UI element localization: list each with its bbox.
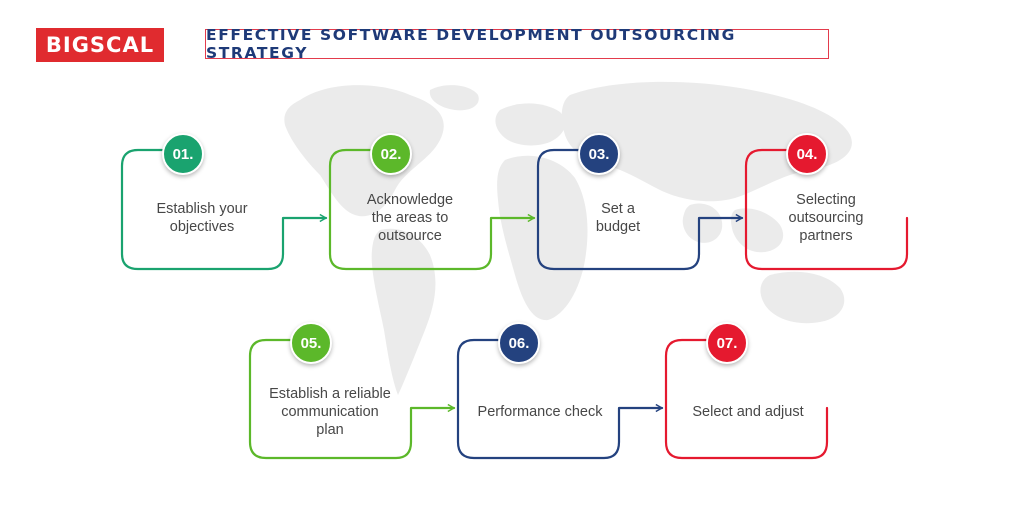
step-1-label-text: Establish your objectives: [156, 201, 248, 235]
step-2-label-text: Acknowledge the areas to outsource: [366, 192, 454, 244]
step-7-number: 07.: [716, 334, 738, 352]
step-2-label: Acknowledge the areas to outsource: [340, 191, 480, 245]
step-6-label-text: Performance check: [477, 404, 603, 420]
step-7-badge: 07.: [706, 322, 748, 364]
step-2-number: 02.: [380, 145, 402, 163]
step-2-badge: 02.: [370, 133, 412, 175]
step-4-label: Selecting outsourcing partners: [756, 191, 896, 245]
step-3-shape: [536, 148, 744, 271]
step-6-badge: 06.: [498, 322, 540, 364]
step-7-shape: [664, 338, 829, 460]
step-3-label: Set a budget: [548, 200, 688, 236]
step-6-shape: [456, 338, 664, 460]
step-4-number: 04.: [796, 145, 818, 163]
step-5-badge: 05.: [290, 322, 332, 364]
step-3-number: 03.: [588, 145, 610, 163]
bigscal-logo: BIGSCAL: [36, 28, 164, 62]
step-1-shape: [120, 148, 328, 271]
page-title: EFFECTIVE SOFTWARE DEVELOPMENT OUTSOURCI…: [205, 26, 829, 62]
page-title-text: EFFECTIVE SOFTWARE DEVELOPMENT OUTSOURCI…: [206, 26, 736, 62]
step-3-label-text: Set a budget: [595, 201, 641, 235]
step-4-badge: 04.: [786, 133, 828, 175]
step-6-number: 06.: [508, 334, 530, 352]
step-4-shape: [744, 148, 909, 271]
step-6-label: Performance check: [466, 403, 614, 421]
step-7-label-text: Select and adjust: [692, 404, 804, 420]
step-1-label: Establish your objectives: [132, 200, 272, 236]
logo-text: BIGSCAL: [45, 33, 155, 57]
step-1-number: 01.: [172, 145, 194, 163]
step-5-label: Establish a reliable communication plan: [258, 385, 402, 439]
step-4-label-text: Selecting outsourcing partners: [788, 192, 864, 244]
step-7-label: Select and adjust: [674, 403, 822, 421]
step-5-shape: [248, 338, 456, 460]
step-3-badge: 03.: [578, 133, 620, 175]
step-5-label-text: Establish a reliable communication plan: [269, 386, 391, 438]
step-5-number: 05.: [300, 334, 322, 352]
step-1-badge: 01.: [162, 133, 204, 175]
step-2-shape: [328, 148, 536, 271]
